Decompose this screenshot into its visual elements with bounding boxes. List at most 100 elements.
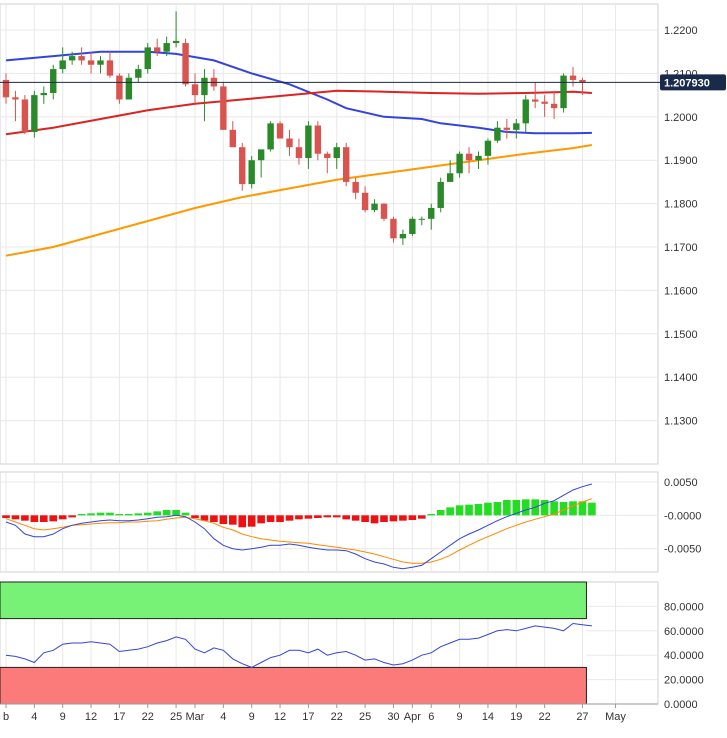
macd-histogram-bar [143,512,152,516]
macd-histogram-bar [219,515,228,524]
candle-body [21,99,29,133]
candle-body [324,153,331,159]
x-tick-label: 17 [113,711,125,723]
candle-body [314,125,322,154]
candle-body [257,149,265,161]
x-tick-label: Apr [404,711,421,723]
candle-body [569,75,577,80]
x-axis: b 4 9 12 17 22 25 Mar 4 9 12 17 22 25 30 Apr 6 9 14 19 22 27 M… [0,703,658,723]
candle-body [50,69,57,93]
rsi-y-tick-label: 20.0000 [664,675,704,687]
macd-histogram-bar [503,500,511,516]
moving-average-line-2 [5,144,593,257]
macd-histogram-bar [295,515,303,520]
candle-body [201,77,208,96]
candle-body [305,125,312,159]
x-tick-label: 19 [510,711,522,723]
candle-body [12,97,19,100]
moving-average-line-0 [5,50,592,135]
macd-histogram-bar [493,502,502,516]
candle-body [154,47,161,52]
candle-body [428,207,435,219]
macd-histogram-bar [115,514,124,516]
candle-body [87,60,95,65]
macd-histogram-bar [389,515,398,522]
candle-body [59,60,66,70]
macd-histogram-bar [314,515,322,518]
macd-histogram-bar [285,515,294,521]
candle-body [144,47,151,70]
macd-histogram-bar [380,515,388,522]
macd-histogram-bar [436,510,445,516]
candle-body [333,147,340,159]
candle-body [532,99,539,102]
candle-body [475,155,482,161]
macd-histogram-bar [474,504,483,516]
macd-histogram-bar [342,515,350,520]
x-tick-label: 17 [302,711,314,723]
macd-histogram-bar [172,510,180,516]
candle-body [399,234,407,239]
candle-body [579,79,586,83]
candle-body [380,203,388,219]
candle-body [560,75,567,109]
rsi-panel [0,581,592,705]
price-y-tick-label: 1.2200 [664,25,698,37]
macd-histogram-bar [68,515,76,518]
macd-histogram-bar [49,515,58,522]
candle-body [267,123,274,150]
macd-y-tick-label: -0.0050 [664,544,701,556]
macd-panel [2,483,596,570]
macd-histogram-bar [77,514,86,516]
candle-body [352,181,359,193]
macd-histogram-bar [550,501,558,516]
candle-body [390,218,397,239]
macd-histogram-bar [465,504,473,516]
candle-body [361,192,369,211]
macd-histogram-bar [162,510,171,516]
macd-histogram-bar [588,502,596,516]
macd-histogram-bar [427,514,436,516]
price-y-tick-label: 1.1900 [664,155,698,167]
macd-histogram-bar [200,515,209,521]
macd-histogram-bar [96,512,105,516]
candle-body [163,43,170,52]
x-tick-label: 9 [60,711,66,723]
macd-histogram-bar [266,515,275,522]
candle-body [135,69,142,78]
candle-body [286,138,293,148]
macd-histogram-bar [578,501,587,516]
macd-line [5,483,593,570]
macd-histogram-bar [540,500,549,516]
candle-body [248,160,255,185]
x-tick-label: 25 [359,711,371,723]
x-tick-label: 27 [576,711,588,723]
candle-body [465,153,473,161]
candle-body [125,77,133,100]
x-tick-label: 22 [331,711,343,723]
candle-body [78,56,85,61]
macd-histogram-bar [484,502,492,516]
macd-histogram-bar [21,515,29,521]
candle-body [550,103,558,109]
macd-histogram-bar [87,513,95,516]
rsi-y-tick-label: 60.0000 [664,626,704,638]
macd-histogram-bar [11,515,20,520]
candle-body [437,181,444,208]
macd-histogram-bar [332,515,341,518]
candle-body [418,218,425,220]
price-y-tick-label: 1.1700 [664,242,698,254]
candle-body [68,56,76,61]
macd-panel-frame [0,471,659,573]
price-y-tick-label: 1.1800 [664,199,698,211]
rsi-line [5,622,592,668]
candle-body [503,127,511,130]
macd-histogram-bar [455,505,464,516]
candle-body [40,92,47,96]
macd-histogram-bar [238,515,247,528]
current-price-badge [660,74,726,91]
macd-histogram-bar [2,515,10,518]
candle-body [484,140,492,156]
macd-histogram-bar [58,515,67,520]
